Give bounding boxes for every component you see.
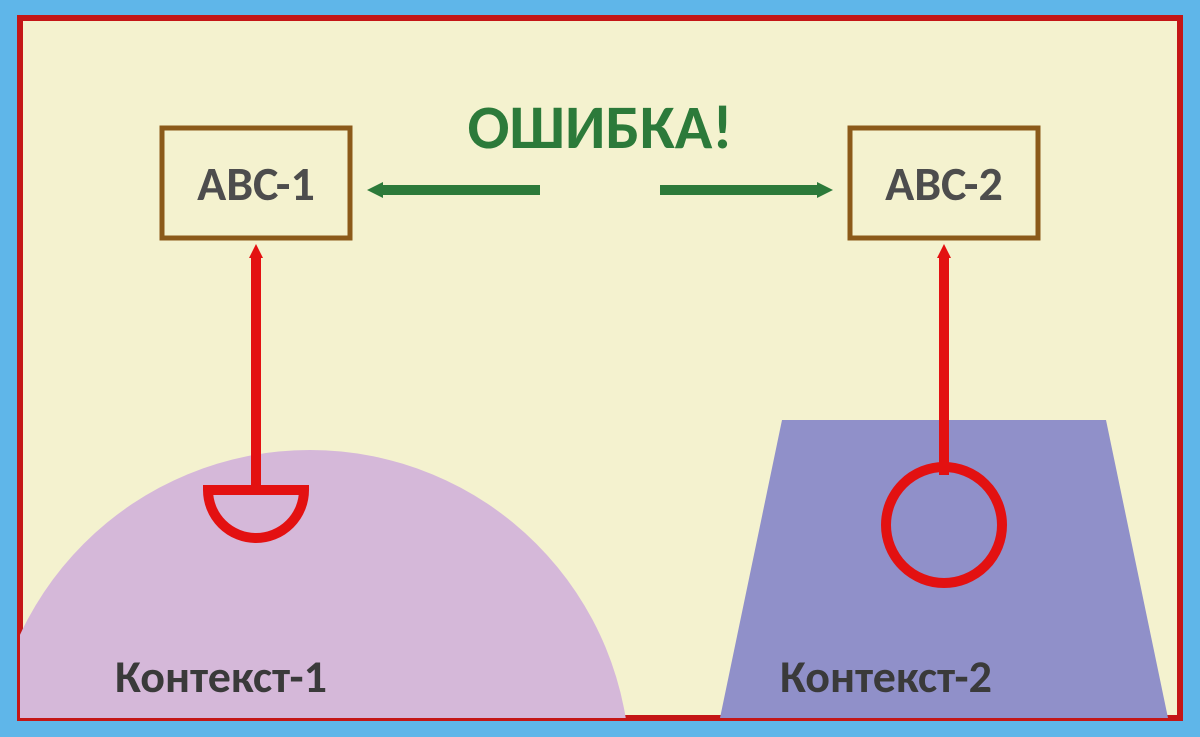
- box-abc-2-label: АВС-2: [850, 128, 1038, 238]
- context-2-label: Контекст-2: [780, 649, 992, 705]
- context-1-label: Контекст-1: [115, 649, 327, 705]
- box-abc-1-label: АВС-1: [162, 128, 350, 238]
- diagram-stage: ОШИБКА! АВС-1 АВС-2 Контекст-1 Контекст-…: [0, 0, 1200, 737]
